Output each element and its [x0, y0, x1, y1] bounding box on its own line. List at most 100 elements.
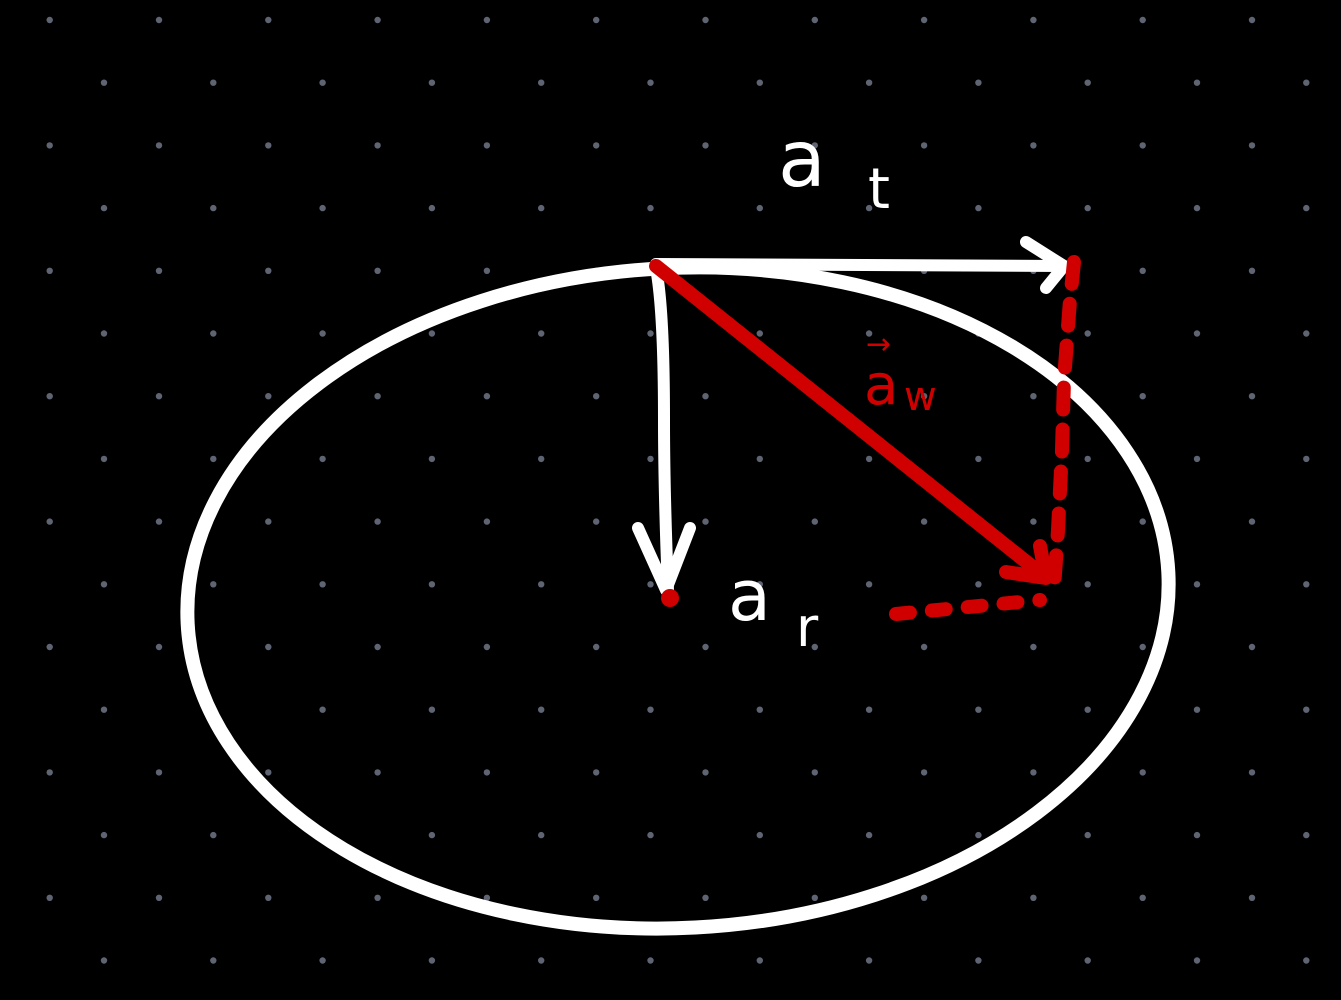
grid-dot: [1248, 393, 1256, 400]
grid-dot: [1303, 330, 1310, 337]
grid-dot: [483, 267, 491, 274]
grid-dot: [1193, 581, 1201, 588]
grid-dot: [756, 455, 763, 463]
grid-dot: [265, 643, 272, 651]
grid-dot: [319, 581, 326, 588]
grid-dot: [593, 518, 600, 525]
grid-dot: [100, 455, 108, 463]
grid-dot: [865, 831, 873, 839]
grid-dot: [1084, 79, 1091, 86]
grid-dot: [1139, 16, 1146, 24]
grid-dot: [538, 581, 545, 588]
grid-dot: [1248, 142, 1256, 149]
grid-dot: [1030, 894, 1037, 901]
grid-dot: [538, 455, 545, 463]
grid-dot: [865, 204, 873, 212]
grid-dot: [265, 267, 272, 274]
grid-dot: [647, 455, 654, 463]
label-at-main: a: [778, 115, 826, 205]
grid-dot: [319, 330, 326, 337]
grid-dot: [1303, 957, 1310, 964]
grid-dot: [1248, 267, 1256, 274]
grid-dot: [538, 330, 545, 337]
grid-dot: [265, 769, 272, 776]
grid-dot: [100, 831, 108, 839]
grid-dot: [1303, 581, 1310, 588]
grid-dot: [374, 393, 381, 400]
total-arrow: [649, 259, 1053, 585]
grid-dot: [702, 142, 709, 149]
grid-dot: [46, 142, 53, 149]
grid-dot: [647, 706, 654, 713]
grid-dot: [210, 957, 217, 964]
grid-dot: [593, 393, 600, 400]
grid-dot: [920, 643, 928, 651]
grid-dot: [265, 142, 272, 149]
grid-dot: [975, 831, 982, 839]
grid-dot: [702, 894, 709, 901]
grid-dot: [319, 957, 326, 964]
grid-dot: [265, 518, 272, 525]
grid-dot: [538, 957, 545, 964]
grid-dot: [1248, 518, 1256, 525]
grid-dot: [46, 267, 53, 274]
grid-dot: [1030, 769, 1037, 776]
grid-dot: [593, 894, 600, 901]
grid-dot: [210, 581, 217, 588]
grid-dot: [374, 142, 381, 149]
grid-dot: [647, 831, 654, 839]
grid-dot: [756, 581, 763, 588]
grid-dot: [975, 455, 982, 463]
grid-dot: [483, 643, 491, 651]
grid-dot: [702, 16, 709, 24]
grid-dot: [920, 142, 928, 149]
grid-dot: [1084, 831, 1091, 839]
grid-dot: [1303, 706, 1310, 713]
grid-dot: [975, 204, 982, 212]
grid-dot: [374, 267, 381, 274]
grid-dot: [1248, 643, 1256, 651]
horizontal-projection-line: [889, 593, 1047, 621]
grid-dot: [811, 894, 818, 901]
grid-dot: [1248, 894, 1256, 901]
grid-dot: [374, 518, 381, 525]
grid-dot: [756, 330, 763, 337]
grid-dot: [1084, 957, 1091, 964]
grid-dot: [100, 79, 108, 86]
grid-dot: [811, 16, 818, 24]
grid-dot: [155, 142, 163, 149]
grid-dot: [811, 518, 818, 525]
grid-dot: [428, 581, 436, 588]
grid-dot: [538, 204, 545, 212]
label-radial-acceleration: a r: [728, 555, 819, 659]
label-aw-main: a: [864, 353, 898, 418]
grid-dot: [100, 706, 108, 713]
grid-dot: [647, 330, 654, 337]
grid-dot: [100, 581, 108, 588]
grid-dot: [46, 643, 53, 651]
grid-dot: [155, 769, 163, 776]
grid-dot: [428, 455, 436, 463]
grid-dot: [428, 957, 436, 964]
vertical-projection-line: [1047, 255, 1081, 595]
grid-dot: [865, 79, 873, 86]
label-aw-subscript: w: [904, 374, 937, 420]
grid-dot: [1084, 330, 1091, 337]
grid-dot: [155, 267, 163, 274]
grid-dot: [1139, 518, 1146, 525]
grid-dot: [1030, 16, 1037, 24]
grid-dot: [756, 831, 763, 839]
grid-dot: [428, 79, 436, 86]
grid-dot: [593, 16, 600, 24]
radial-arrow: [632, 262, 696, 596]
grid-dot: [483, 142, 491, 149]
label-aw-arrow: →: [866, 327, 891, 362]
grid-dot: [100, 957, 108, 964]
grid-dot: [1084, 706, 1091, 713]
label-total-acceleration: → a w: [864, 327, 937, 420]
grid-dot: [265, 16, 272, 24]
grid-dot: [865, 581, 873, 588]
label-ar-main: a: [728, 555, 771, 637]
grid-dot: [483, 393, 491, 400]
